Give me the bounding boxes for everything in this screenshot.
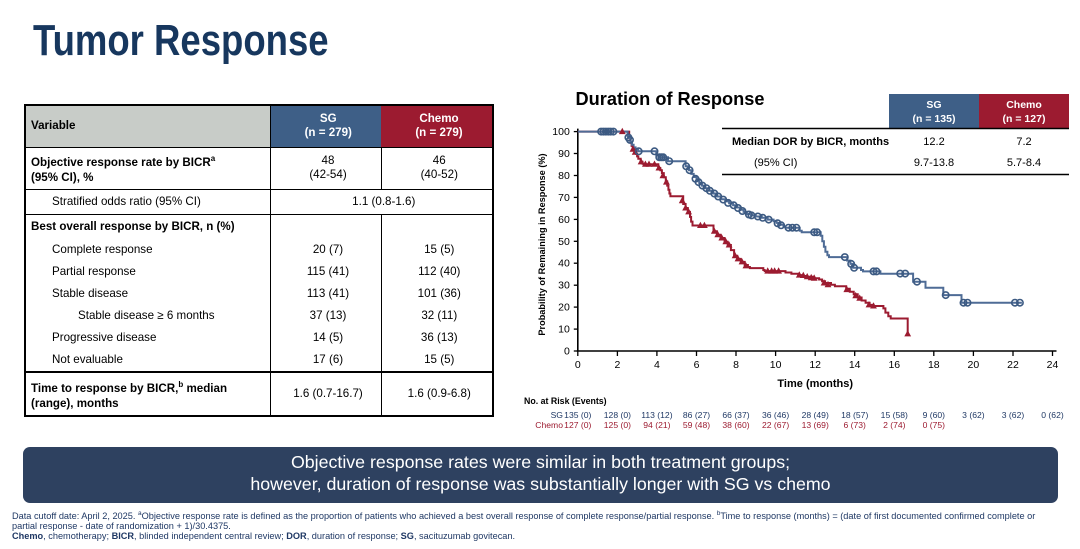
svg-text:Probability of Remaining in Re: Probability of Remaining in Response (%)	[537, 153, 547, 335]
svg-text:13 (69): 13 (69)	[802, 420, 829, 430]
svg-text:50: 50	[558, 236, 570, 248]
svg-text:36 (46): 36 (46)	[762, 410, 789, 420]
svg-text:3 (62): 3 (62)	[962, 410, 985, 420]
svg-text:(n = 127): (n = 127)	[1003, 113, 1046, 125]
svg-text:2: 2	[614, 359, 620, 371]
svg-text:No. at Risk (Events): No. at Risk (Events)	[524, 396, 607, 406]
svg-text:18: 18	[928, 359, 940, 371]
svg-text:Median DOR by BICR, months: Median DOR by BICR, months	[732, 136, 889, 148]
svg-text:6 (73): 6 (73)	[843, 420, 866, 430]
svg-text:18 (57): 18 (57)	[841, 410, 868, 420]
svg-text:9.7-13.8: 9.7-13.8	[914, 157, 954, 169]
svg-text:0: 0	[564, 346, 570, 358]
svg-text:70: 70	[558, 192, 570, 204]
svg-text:(95% CI): (95% CI)	[754, 157, 797, 169]
svg-text:9 (60): 9 (60)	[923, 410, 946, 420]
svg-text:10: 10	[558, 324, 570, 336]
svg-text:4: 4	[654, 359, 660, 371]
svg-text:113 (12): 113 (12)	[641, 410, 673, 420]
svg-text:22 (67): 22 (67)	[762, 420, 789, 430]
svg-text:15 (58): 15 (58)	[881, 410, 908, 420]
svg-text:7.2: 7.2	[1016, 136, 1031, 148]
svg-text:8: 8	[733, 359, 739, 371]
svg-text:3 (62): 3 (62)	[1002, 410, 1025, 420]
svg-text:0 (75): 0 (75)	[923, 420, 946, 430]
svg-text:60: 60	[558, 214, 570, 226]
svg-text:Duration of Response: Duration of Response	[576, 89, 765, 109]
svg-text:6: 6	[694, 359, 700, 371]
svg-text:125 (0): 125 (0)	[604, 420, 631, 430]
svg-text:86 (27): 86 (27)	[683, 410, 710, 420]
svg-text:Chemo: Chemo	[535, 420, 563, 430]
svg-text:80: 80	[558, 170, 570, 182]
svg-text:0: 0	[575, 359, 581, 371]
svg-text:100: 100	[552, 126, 570, 138]
svg-text:5.7-8.4: 5.7-8.4	[1007, 157, 1041, 169]
svg-text:Chemo: Chemo	[1006, 99, 1042, 111]
svg-text:90: 90	[558, 148, 570, 160]
svg-text:SG: SG	[551, 410, 564, 420]
svg-text:SG: SG	[926, 99, 941, 111]
svg-text:40: 40	[558, 258, 570, 270]
svg-text:30: 30	[558, 280, 570, 292]
svg-text:20: 20	[968, 359, 980, 371]
svg-text:0 (62): 0 (62)	[1041, 410, 1064, 420]
svg-text:59 (48): 59 (48)	[683, 420, 710, 430]
svg-text:135 (0): 135 (0)	[564, 410, 591, 420]
svg-text:128 (0): 128 (0)	[604, 410, 631, 420]
svg-text:22: 22	[1007, 359, 1019, 371]
svg-text:38 (60): 38 (60)	[722, 420, 749, 430]
svg-text:66 (37): 66 (37)	[722, 410, 749, 420]
svg-text:20: 20	[558, 302, 570, 314]
svg-text:Time (months): Time (months)	[777, 378, 853, 390]
svg-text:14: 14	[849, 359, 861, 371]
svg-text:28 (49): 28 (49)	[802, 410, 829, 420]
svg-text:(n = 135): (n = 135)	[913, 113, 956, 125]
svg-text:12.2: 12.2	[923, 136, 944, 148]
svg-text:94 (21): 94 (21)	[643, 420, 670, 430]
svg-text:24: 24	[1047, 359, 1059, 371]
svg-text:127 (0): 127 (0)	[564, 420, 591, 430]
svg-text:12: 12	[809, 359, 821, 371]
svg-text:10: 10	[770, 359, 782, 371]
svg-text:2 (74): 2 (74)	[883, 420, 906, 430]
svg-text:16: 16	[888, 359, 900, 371]
